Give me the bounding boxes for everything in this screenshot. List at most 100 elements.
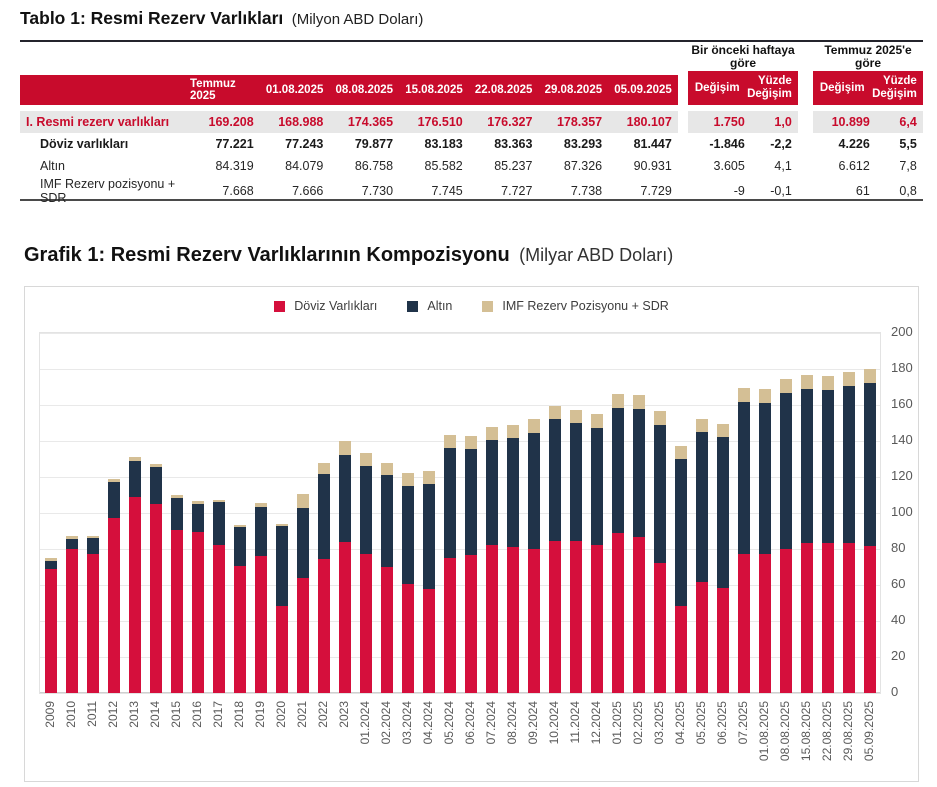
july-pct-change-cell: 7,8 — [899, 159, 917, 173]
x-label-04.2024: 04.2024 — [421, 699, 435, 779]
bar-2012-fx — [107, 518, 120, 693]
bar-11.2024-fx — [569, 540, 582, 693]
gridline-20 — [40, 657, 880, 658]
row-gap — [798, 111, 813, 133]
bar-01.2024-imf — [359, 452, 372, 467]
week-pct-change-header: Yüzde Değişim — [747, 71, 798, 105]
bar-03.2024-fx — [401, 584, 414, 693]
bar-08.08.2025-imf — [779, 379, 792, 393]
x-label-text: 04.2025 — [672, 701, 687, 745]
group-header-week: Bir önceki haftaya göre — [691, 43, 795, 70]
x-label-text: 03.2024 — [399, 701, 414, 745]
table-row: Altın 84.319 84.079 86.758 85.582 85.237 87.32… — [20, 155, 923, 177]
bar-2014-gold — [149, 467, 162, 504]
week-change-cell: 1.750 — [687, 111, 751, 133]
week-pct-change-cell: 1,0 — [750, 111, 798, 133]
july-pct-change-cell: 5,5 — [899, 137, 917, 151]
x-label-01.2024: 01.2024 — [358, 699, 372, 779]
x-label-text: 2010 — [63, 701, 78, 728]
bar-03.2025-fx — [653, 563, 666, 693]
legend-item-imf: IMF Rezerv Pozisyonu + SDR — [482, 299, 669, 313]
legend-label-imf: IMF Rezerv Pozisyonu + SDR — [502, 299, 669, 313]
x-label-2018: 2018 — [232, 699, 246, 779]
value-cell: 176.510 — [399, 111, 469, 133]
x-label-06.2025: 06.2025 — [715, 699, 729, 779]
y-tick-40: 40 — [891, 612, 906, 627]
bar-04.2024-fx — [422, 588, 435, 693]
x-label-01.2025: 01.2025 — [610, 699, 624, 779]
bar-29.08.2025-imf — [842, 372, 855, 386]
x-label-text: 06.2024 — [462, 701, 477, 745]
week-change-header: Değişim — [687, 71, 751, 105]
gridline-160 — [40, 405, 880, 406]
value-cell: 83.293 — [563, 137, 603, 151]
x-label-text: 2009 — [42, 701, 57, 728]
x-label-text: 12.2024 — [588, 701, 603, 745]
bar-01.2025-fx — [611, 532, 624, 693]
bar-04.2024-imf — [422, 470, 435, 485]
bar-04.2025-gold — [674, 459, 687, 606]
table-header-row: Temmuz 2025 01.08.2025 08.08.2025 15.08.202… — [20, 71, 923, 105]
x-label-text: 01.2024 — [357, 701, 372, 745]
bar-07.2025-fx — [737, 554, 750, 693]
value-cell: 178.357 — [538, 111, 609, 133]
bar-01.2025-gold — [611, 407, 624, 533]
x-label-text: 07.2025 — [735, 701, 750, 745]
y-tick-160: 160 — [891, 396, 913, 411]
bar-05.2024-fx — [443, 558, 456, 693]
x-label-03.2025: 03.2025 — [652, 699, 666, 779]
bar-08.2024-gold — [506, 438, 519, 548]
column-header-15.08.2025: 15.08.2025 — [399, 75, 469, 105]
table-bottom-rule — [20, 199, 923, 201]
bar-06.2024-imf — [464, 435, 477, 450]
title-rule — [20, 40, 923, 42]
bar-2017-fx — [212, 545, 225, 693]
x-label-text: 2019 — [252, 701, 267, 728]
gridline-180 — [40, 369, 880, 370]
x-label-05.09.2025: 05.09.2025 — [862, 699, 876, 779]
bar-12.2024-fx — [590, 544, 603, 693]
x-label-text: 06.2025 — [714, 701, 729, 745]
gridline-80 — [40, 549, 880, 550]
bar-03.2024-gold — [401, 486, 414, 585]
x-label-text: 2021 — [294, 701, 309, 728]
bar-10.2024-gold — [548, 419, 561, 541]
bar-2014-imf — [149, 464, 162, 468]
bar-2009-gold — [44, 560, 57, 569]
value-cell: 79.877 — [354, 137, 394, 151]
x-label-text: 2022 — [315, 701, 330, 728]
bar-15.08.2025-fx — [800, 543, 813, 693]
x-label-2019: 2019 — [253, 699, 267, 779]
x-label-text: 2016 — [189, 701, 204, 728]
bar-04.2025-imf — [674, 445, 687, 459]
x-label-text: 2011 — [84, 701, 99, 727]
table-row: IMF Rezerv pozisyonu + SDR 7.668 7.666 7.73… — [20, 177, 923, 205]
bar-09.2024-imf — [527, 419, 540, 433]
bar-02.2024-fx — [380, 567, 393, 693]
plot-area — [39, 332, 881, 694]
bar-2011-fx — [86, 554, 99, 693]
bar-05.2025-fx — [695, 582, 708, 693]
bar-22.08.2025-gold — [821, 389, 834, 543]
y-tick-60: 60 — [891, 576, 906, 591]
bar-06.2025-imf — [716, 423, 729, 438]
x-label-text: 05.2025 — [693, 701, 708, 745]
bar-2020-imf — [275, 523, 288, 526]
table-title-unit: (Milyon ABD Doları) — [291, 11, 424, 28]
row-label: IMF Rezerv pozisyonu + SDR — [40, 177, 176, 205]
header-label-spacer — [20, 75, 190, 105]
bar-07.2024-gold — [485, 440, 498, 545]
x-label-text: 15.08.2025 — [798, 701, 813, 762]
gridline-0 — [40, 692, 880, 693]
x-label-12.2024: 12.2024 — [589, 699, 603, 779]
legend-item-fx: Döviz Varlıkları — [274, 299, 377, 313]
x-label-text: 2017 — [210, 701, 225, 728]
x-label-05.2025: 05.2025 — [694, 699, 708, 779]
value-cell: 168.988 — [259, 111, 330, 133]
bar-10.2024-fx — [548, 540, 561, 693]
x-label-03.2024: 03.2024 — [400, 699, 414, 779]
x-label-text: 10.2024 — [546, 701, 561, 745]
july-change-cell: 10.899 — [812, 111, 876, 133]
gridline-60 — [40, 585, 880, 586]
july-change-cell: 6.612 — [838, 159, 870, 173]
